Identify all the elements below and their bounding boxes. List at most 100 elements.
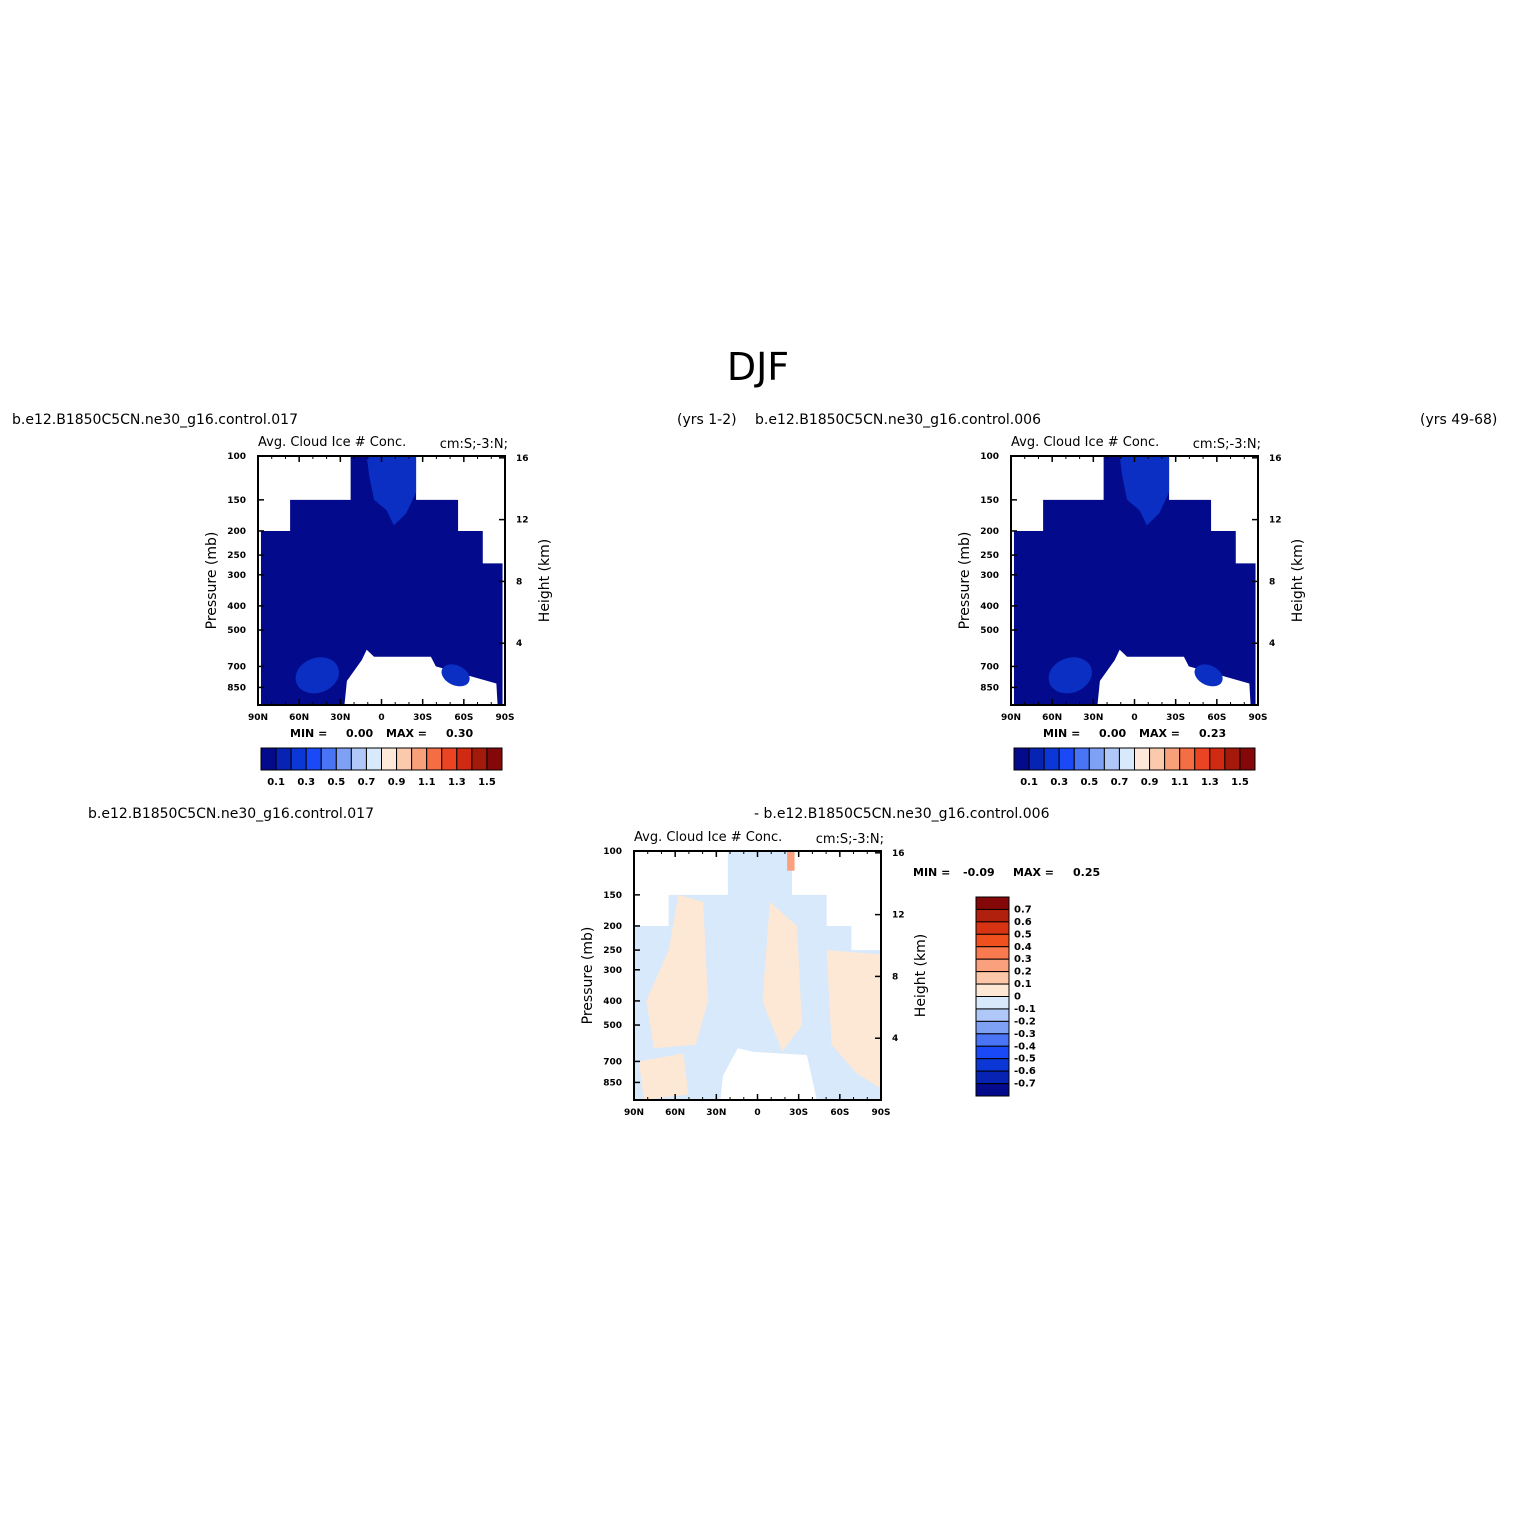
colorbar-box — [975, 1070, 1010, 1085]
y2-axis-label: Height (km) — [1290, 539, 1306, 622]
y-tick-label: 300 — [980, 571, 999, 581]
colorbar-label: 0.5 — [1080, 777, 1098, 788]
x-tick-label: 30N — [706, 1108, 726, 1118]
y2-tick-label: 12 — [892, 911, 905, 921]
colorbar-box — [975, 921, 1010, 935]
y-tick-label: 250 — [603, 946, 622, 956]
colorbar-box — [975, 958, 1010, 973]
colorbar-box — [350, 747, 367, 771]
colorbar-box — [1194, 747, 1211, 771]
y2-tick-label: 12 — [516, 516, 529, 526]
colorbar-label: 0.1 — [267, 777, 285, 788]
x-tick-label: 90N — [624, 1108, 644, 1118]
y-tick-label: 150 — [980, 496, 999, 506]
x-tick-label: 60N — [1042, 713, 1062, 723]
field-region — [762, 901, 802, 1052]
y2-tick-label: 4 — [516, 639, 522, 649]
colorbar-box — [975, 1083, 1010, 1097]
colorbar-box — [1164, 747, 1181, 771]
field-region — [1194, 664, 1223, 687]
field-region — [1119, 456, 1170, 526]
min-label: MIN = — [1043, 727, 1080, 740]
colorbar-label: 1.3 — [448, 777, 466, 788]
colorbar-box — [975, 1045, 1010, 1060]
x-tick-label: 60N — [289, 713, 309, 723]
y-tick-label: 100 — [980, 452, 999, 462]
colorbar-box — [975, 1020, 1010, 1035]
chart-panel-1: Avg. Cloud Ice # Conc. cm:S;-3:N; 90N 60N 30… — [957, 435, 1306, 788]
y-tick-label: 300 — [603, 966, 622, 976]
colorbar-box — [441, 747, 458, 771]
colorbar-box — [411, 747, 428, 771]
field-region — [1013, 456, 1256, 705]
min-label: MIN = — [913, 866, 950, 879]
y2-tick-label: 4 — [892, 1034, 898, 1044]
y2-tick-label: 4 — [1269, 639, 1275, 649]
colorbar-label: 0.7 — [1111, 777, 1129, 788]
y2-axis-label: Height (km) — [913, 934, 929, 1017]
colorbar-label: -0.4 — [1014, 1041, 1036, 1052]
x-tick-label: 0 — [754, 1108, 760, 1118]
colorbar-box — [1134, 747, 1151, 771]
y-tick-label: 500 — [227, 626, 246, 636]
x-tick-label: 90S — [871, 1108, 890, 1118]
max-value: 0.30 — [446, 727, 473, 740]
x-tick-label: 30S — [789, 1108, 808, 1118]
colorbar-label: 0.7 — [1014, 904, 1032, 915]
x-tick-label: 30N — [330, 713, 350, 723]
colorbar-box — [1028, 747, 1045, 771]
x-tick-label: 0 — [1131, 713, 1137, 723]
x-tick-label: 90S — [1248, 713, 1267, 723]
colorbar-label: 1.5 — [478, 777, 496, 788]
colorbar-label: -0.5 — [1014, 1054, 1036, 1065]
field-region — [441, 664, 470, 687]
colorbar-label: 1.1 — [418, 777, 436, 788]
colorbar-box — [1209, 747, 1226, 771]
colorbar-label: 0.9 — [1141, 777, 1159, 788]
colorbar-box — [1239, 747, 1256, 771]
colorbar-label: 0.3 — [297, 777, 315, 788]
y2-tick-label: 16 — [516, 454, 529, 464]
colorbar-box — [975, 1033, 1010, 1047]
colorbar-box — [975, 1058, 1010, 1072]
colorbar-box — [975, 1008, 1010, 1022]
top-left-years-label: (yrs 1-2) — [677, 412, 737, 428]
field-region — [787, 851, 795, 871]
top-left-case-label: b.e12.B1850C5CN.ne30_g16.control.017 — [12, 412, 298, 428]
colorbar-box — [486, 747, 503, 771]
min-label: MIN = — [290, 727, 327, 740]
x-tick-label: 30N — [1083, 713, 1103, 723]
colorbar-label: -0.1 — [1014, 1004, 1036, 1015]
colorbar-box — [1224, 747, 1241, 771]
min-value: 0.00 — [346, 727, 373, 740]
bottom-right-case-label: - b.e12.B1850C5CN.ne30_g16.control.006 — [754, 806, 1050, 822]
colorbar-box — [1118, 747, 1135, 771]
y-tick-label: 850 — [980, 683, 999, 693]
field-region — [826, 950, 881, 1089]
y-tick-label: 200 — [603, 922, 622, 932]
panel-title-left: Avg. Cloud Ice # Conc. — [1011, 435, 1159, 450]
y2-tick-label: 16 — [892, 849, 905, 859]
top-right-years-label: (yrs 49-68) — [1420, 412, 1497, 428]
max-label: MAX = — [1013, 866, 1054, 879]
y-tick-label: 400 — [227, 602, 246, 612]
y-tick-label: 300 — [227, 571, 246, 581]
colorbar-box — [471, 747, 488, 771]
y2-tick-label: 12 — [1269, 516, 1282, 526]
panel-title-right: cm:S;-3:N; — [1193, 437, 1261, 452]
x-tick-label: 30S — [1166, 713, 1185, 723]
min-value: -0.09 — [963, 866, 995, 879]
colorbar-label: 1.3 — [1201, 777, 1219, 788]
y-tick-label: 500 — [980, 626, 999, 636]
colorbar-box — [975, 971, 1010, 985]
x-tick-label: 30S — [413, 713, 432, 723]
x-tick-label: 60S — [830, 1108, 849, 1118]
max-value: 0.23 — [1199, 727, 1226, 740]
field-region — [260, 456, 503, 705]
min-value: 0.00 — [1099, 727, 1126, 740]
colorbar-box — [1103, 747, 1120, 771]
colorbar-label: -0.3 — [1014, 1029, 1036, 1040]
max-label: MAX = — [386, 727, 427, 740]
colorbar-box — [426, 747, 443, 771]
colorbar-label: 0 — [1014, 992, 1021, 1003]
